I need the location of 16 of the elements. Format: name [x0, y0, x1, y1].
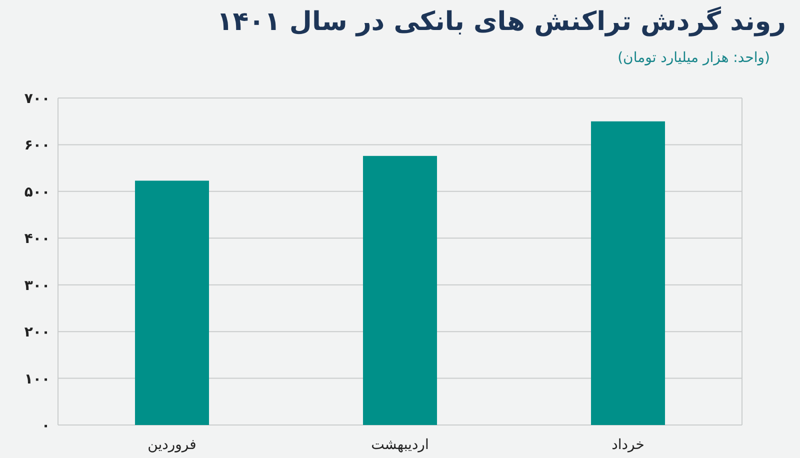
x-tick-label: خرداد: [612, 437, 644, 453]
y-tick-label: ۵۰۰: [24, 184, 50, 200]
x-tick-label: فروردین: [148, 437, 196, 453]
bar: [135, 180, 209, 425]
y-tick-label: ۷۰۰: [24, 91, 50, 107]
bar: [363, 156, 437, 425]
y-tick-label: ۱۰۰: [24, 371, 50, 388]
y-tick-label: ۶۰۰: [24, 138, 50, 154]
bar: [591, 121, 665, 425]
chart-subtitle: (واحد: هزار میلیارد تومان): [618, 50, 770, 66]
y-tick-label: ۴۰۰: [24, 231, 50, 248]
chart-title: روند گردش تراکنش های بانکی در سال ۱۴۰۱: [216, 6, 786, 37]
y-tick-label: ۳۰۰: [24, 278, 50, 294]
x-tick-label: اردیبهشت: [371, 437, 429, 453]
y-tick-label: ۰: [41, 418, 50, 434]
y-tick-label: ۲۰۰: [24, 324, 50, 341]
